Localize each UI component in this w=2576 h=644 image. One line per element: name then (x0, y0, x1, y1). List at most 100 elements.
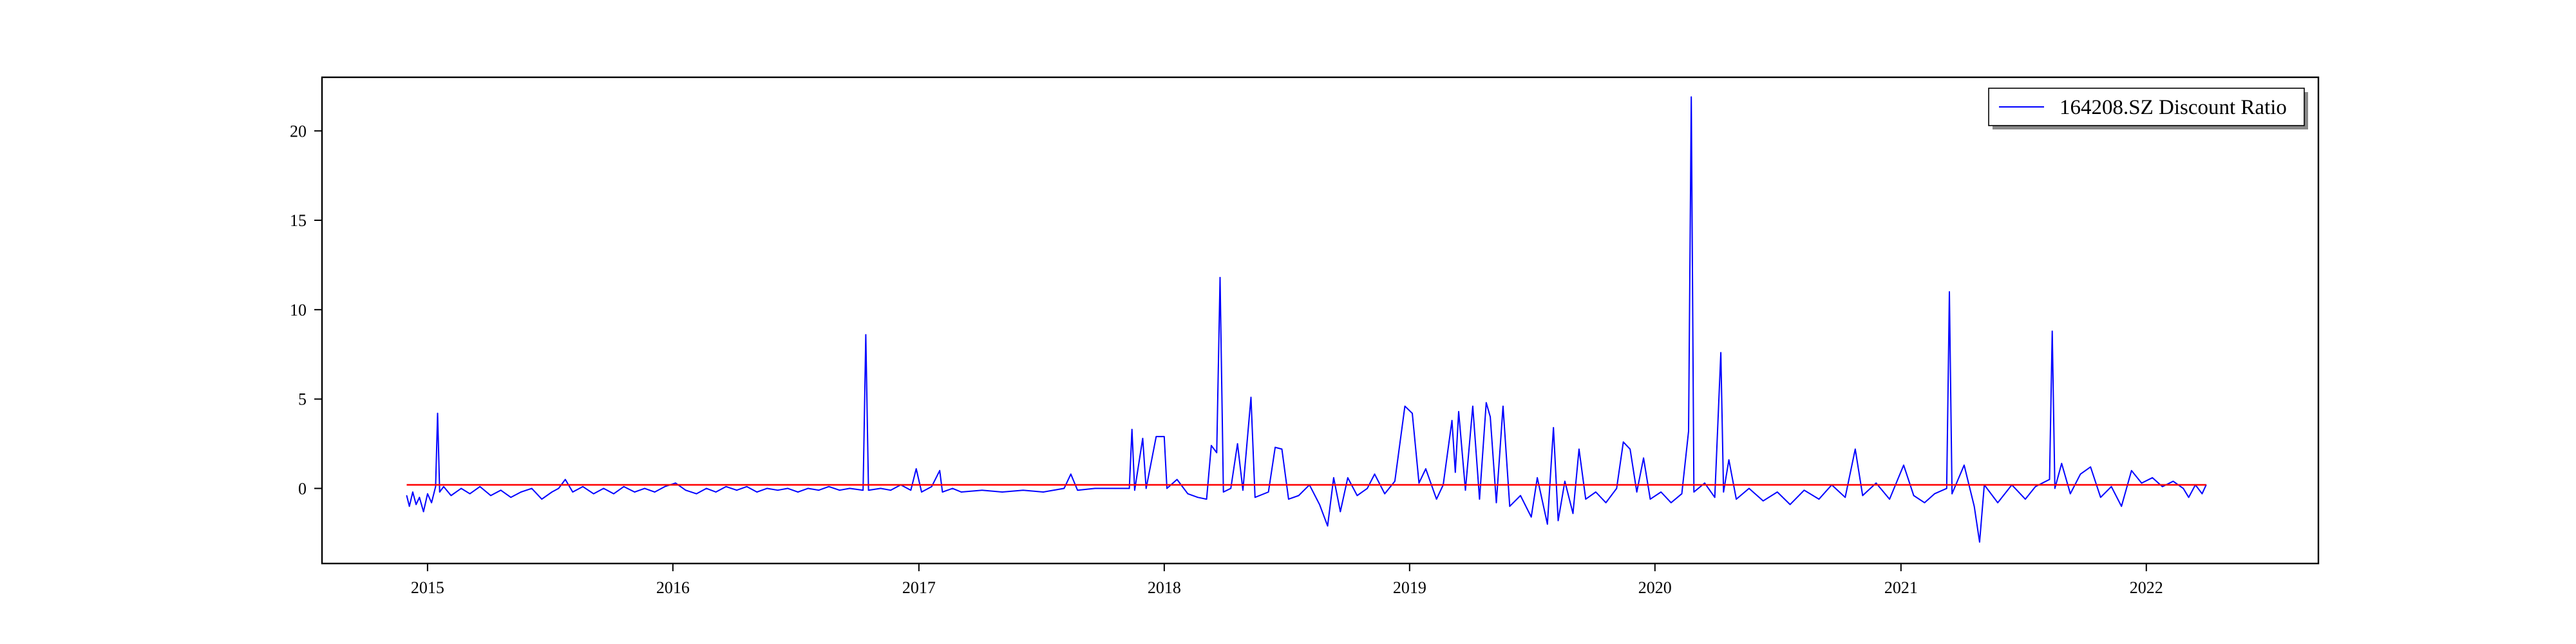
data-point (787, 488, 789, 489)
plot-frame (321, 76, 2320, 565)
data-point (1327, 525, 1329, 527)
data-point (1145, 488, 1147, 489)
data-point (1134, 489, 1135, 491)
data-point (2162, 486, 2163, 488)
data-point (1374, 473, 1376, 475)
data-point (1425, 468, 1426, 469)
data-point (2110, 486, 2112, 488)
data-point (1077, 489, 1078, 491)
data-point (1222, 491, 1224, 493)
data-point (558, 488, 560, 489)
data-point (746, 486, 748, 488)
data-point (1490, 416, 1491, 418)
data-point (849, 488, 851, 489)
data-point (725, 486, 727, 488)
data-point (1384, 493, 1385, 495)
data-point (2034, 486, 2036, 488)
data-point (1934, 493, 1935, 495)
data-point (1728, 459, 1730, 460)
data-point (1458, 411, 1459, 412)
data-point (435, 486, 437, 488)
data-point (1690, 96, 1692, 98)
data-point (1486, 402, 1487, 403)
data-point (696, 493, 697, 495)
x-axis: 2015 2016 2017 2018 2019 2020 2021 2022 (411, 564, 2163, 597)
data-point (603, 488, 605, 489)
data-point (1206, 498, 1208, 500)
data-point (1649, 498, 1651, 500)
data-point (797, 491, 799, 493)
data-point (500, 489, 502, 491)
data-point (756, 491, 758, 493)
data-point (865, 334, 867, 336)
data-point (443, 486, 444, 488)
y-axis: 0 5 10 15 20 (290, 122, 322, 498)
data-point (1455, 471, 1456, 473)
data-point (706, 488, 707, 489)
data-point (2025, 498, 2026, 500)
data-point (2051, 330, 2053, 332)
data-point (1636, 491, 1638, 493)
data-point (675, 482, 676, 484)
data-point (1643, 457, 1644, 459)
data-point (1714, 497, 1716, 498)
data-point (592, 493, 594, 495)
data-point (1274, 446, 1276, 448)
data-point (1973, 506, 1975, 507)
data-point (2131, 469, 2132, 471)
data-point (412, 491, 413, 493)
x-tick-label: 2022 (2130, 578, 2163, 597)
data-point (1818, 498, 1820, 500)
data-point (1418, 482, 1420, 484)
data-point (1022, 489, 1024, 491)
data-point (1509, 506, 1511, 507)
data-point (1949, 291, 1950, 292)
x-tick-label: 2020 (1638, 578, 1672, 597)
data-point (613, 493, 614, 495)
data-point (960, 491, 962, 493)
data-point (1255, 497, 1256, 498)
data-point (942, 491, 943, 493)
data-point (867, 489, 869, 491)
data-point (1736, 498, 1737, 500)
data-point (439, 491, 440, 493)
data-point (490, 495, 491, 497)
data-point (736, 489, 737, 491)
data-point (551, 491, 553, 493)
legend: 164208.SZ Discount Ratio (1988, 88, 2308, 129)
data-point (1281, 448, 1283, 450)
data-point (1502, 405, 1504, 407)
data-point (664, 486, 666, 488)
data-point (952, 488, 953, 489)
data-point (1131, 429, 1133, 430)
data-point (1704, 482, 1705, 484)
data-point (818, 489, 820, 491)
data-point (1479, 498, 1481, 500)
data-point (1333, 477, 1334, 478)
data-point (2188, 497, 2190, 498)
x-tick-label: 2019 (1393, 578, 1426, 597)
data-point (1063, 488, 1065, 489)
data-point (910, 489, 912, 491)
data-point (685, 489, 687, 491)
data-point (408, 506, 410, 507)
data-point (1585, 498, 1587, 500)
data-point (422, 511, 424, 513)
x-tick-label: 2018 (1148, 578, 1181, 597)
data-point (2121, 506, 2122, 507)
data-point (1564, 480, 1566, 482)
data-point (777, 489, 779, 491)
data-point (921, 491, 922, 493)
data-point (450, 495, 452, 497)
data-point (2172, 480, 2174, 482)
data-point (1298, 495, 1300, 497)
data-point (644, 488, 645, 489)
data-point (1951, 493, 1953, 495)
data-point (2090, 466, 2091, 468)
data-point (890, 489, 891, 491)
data-point (1166, 488, 1168, 489)
data-point (1435, 498, 1437, 500)
data-point (1242, 489, 1244, 491)
y-tick-label: 20 (290, 122, 307, 140)
